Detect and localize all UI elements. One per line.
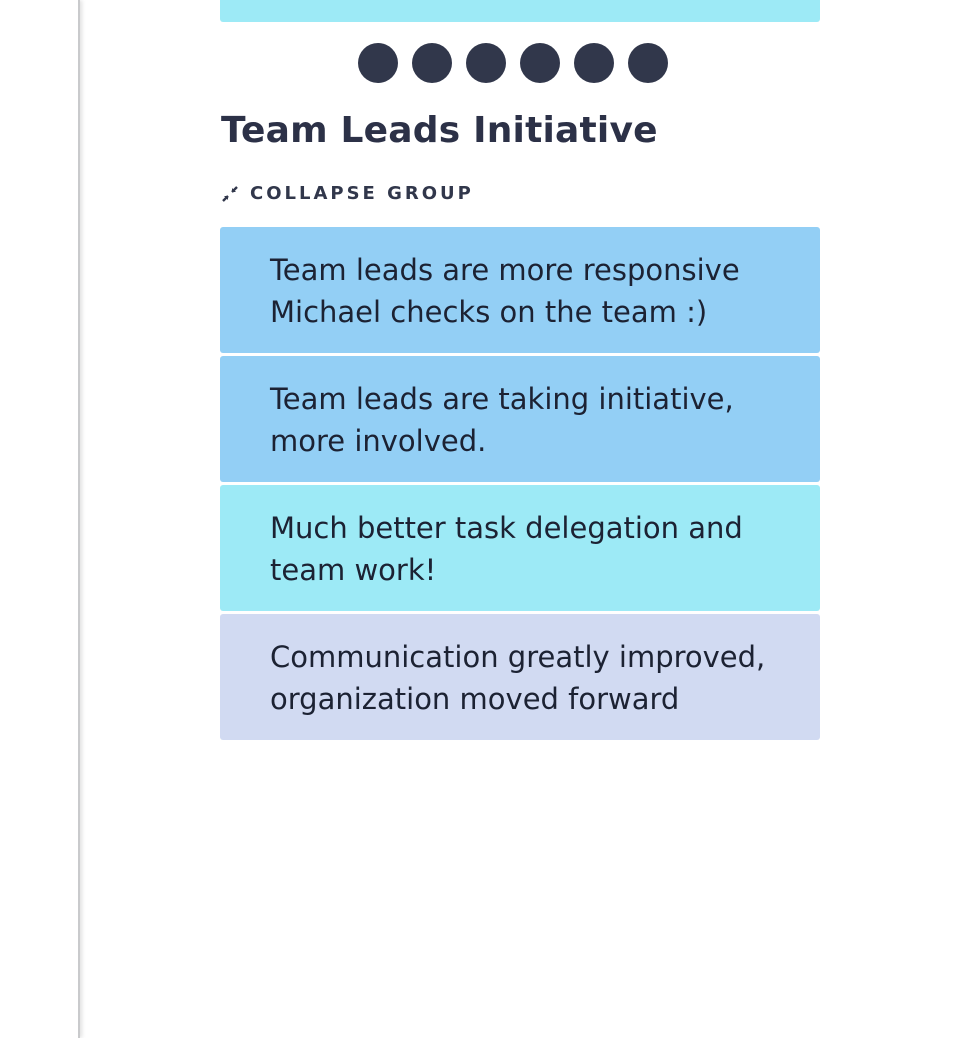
collapse-group-label: COLLAPSE GROUP — [250, 183, 474, 204]
voting-dots — [358, 43, 668, 83]
vote-dot[interactable] — [628, 43, 668, 83]
collapse-group-button[interactable]: COLLAPSE GROUP — [220, 183, 474, 204]
card-text-line: more involved. — [270, 424, 487, 458]
vote-dot[interactable] — [520, 43, 560, 83]
reflection-card[interactable]: Team leads are taking initiative, more i… — [220, 356, 820, 482]
group-title[interactable]: Team Leads Initiative — [221, 110, 658, 151]
vote-dot[interactable] — [466, 43, 506, 83]
vote-dot[interactable] — [574, 43, 614, 83]
card-text-line: Much better task delegation and — [270, 511, 743, 545]
card-text-line: team work! — [270, 553, 437, 587]
card-text-line: Communication greatly improved, — [270, 640, 766, 674]
vote-dot[interactable] — [412, 43, 452, 83]
card-text-line: Michael checks on the team :) — [270, 295, 708, 329]
left-panel-edge — [0, 0, 80, 1038]
card-text-line: Team leads are more responsive — [270, 253, 740, 287]
vote-dot[interactable] — [358, 43, 398, 83]
card-text-line: organization moved forward — [270, 682, 680, 716]
previous-card-partial[interactable] — [220, 0, 820, 22]
card-text-line: Team leads are taking initiative, — [270, 382, 734, 416]
reflection-card[interactable]: Much better task delegation and team wor… — [220, 485, 820, 611]
group-cards: Team leads are more responsive Michael c… — [220, 227, 820, 740]
collapse-arrows-icon — [222, 185, 238, 202]
reflection-card[interactable]: Team leads are more responsive Michael c… — [220, 227, 820, 353]
reflection-card[interactable]: Communication greatly improved, organiza… — [220, 614, 820, 740]
